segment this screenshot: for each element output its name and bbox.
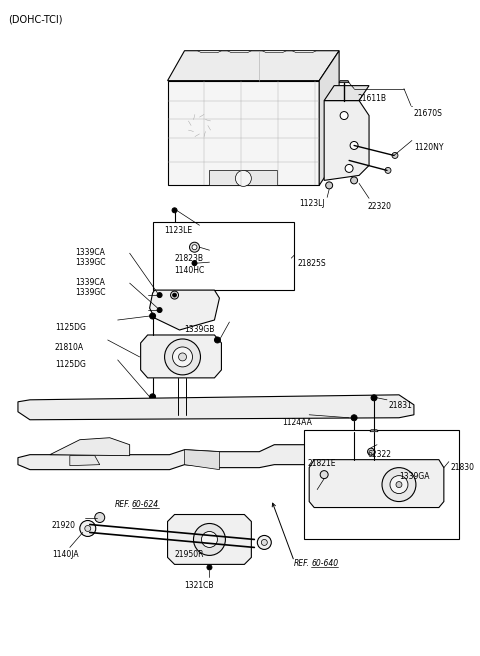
Circle shape: [170, 291, 179, 299]
Circle shape: [350, 177, 358, 184]
Text: 1339CA: 1339CA: [75, 248, 105, 257]
Circle shape: [172, 293, 177, 297]
Polygon shape: [50, 438, 130, 456]
Circle shape: [172, 208, 177, 213]
Polygon shape: [197, 51, 221, 52]
Text: 1339CA: 1339CA: [75, 278, 105, 287]
Circle shape: [392, 152, 398, 159]
Text: 1339GC: 1339GC: [75, 288, 105, 297]
Text: 21670S: 21670S: [414, 109, 443, 117]
Circle shape: [261, 539, 267, 545]
Circle shape: [320, 470, 328, 479]
Circle shape: [257, 535, 271, 550]
Polygon shape: [228, 51, 252, 52]
Text: 1123LE: 1123LE: [165, 226, 192, 236]
Circle shape: [207, 565, 212, 570]
Text: 1124AA: 1124AA: [282, 418, 312, 427]
Circle shape: [179, 353, 187, 361]
Polygon shape: [18, 395, 414, 420]
Circle shape: [172, 347, 192, 367]
Polygon shape: [263, 51, 286, 52]
Text: 60-624: 60-624: [132, 500, 159, 508]
Text: 1125DG: 1125DG: [55, 360, 86, 369]
Circle shape: [80, 520, 96, 537]
Circle shape: [345, 165, 353, 173]
Circle shape: [202, 531, 217, 547]
Circle shape: [192, 245, 197, 250]
Bar: [153, 222, 294, 290]
Text: 21950R: 21950R: [175, 550, 204, 560]
Circle shape: [368, 448, 374, 455]
Circle shape: [382, 468, 416, 502]
Polygon shape: [184, 449, 219, 470]
Circle shape: [351, 415, 357, 420]
Text: 21825S: 21825S: [297, 259, 326, 268]
Text: 21823B: 21823B: [175, 254, 204, 263]
Text: 1140HC: 1140HC: [175, 266, 205, 275]
Polygon shape: [168, 81, 319, 186]
Circle shape: [157, 293, 162, 298]
Circle shape: [371, 395, 377, 401]
Text: 21920: 21920: [52, 520, 76, 529]
Text: 1120NY: 1120NY: [414, 144, 444, 152]
Text: 1339GC: 1339GC: [75, 258, 105, 267]
Text: 21810A: 21810A: [55, 343, 84, 352]
Circle shape: [325, 182, 333, 189]
Text: 21831: 21831: [389, 401, 413, 410]
Polygon shape: [70, 456, 100, 466]
Text: REF.: REF.: [115, 500, 131, 508]
Polygon shape: [292, 51, 316, 52]
Text: 21821E: 21821E: [307, 459, 336, 468]
Polygon shape: [339, 81, 349, 83]
Polygon shape: [18, 445, 407, 470]
Circle shape: [350, 142, 358, 150]
Text: 60-640: 60-640: [311, 560, 338, 568]
Bar: [304, 430, 459, 539]
Circle shape: [193, 523, 226, 556]
Polygon shape: [370, 430, 378, 432]
Text: 62322: 62322: [367, 449, 391, 459]
Polygon shape: [168, 51, 339, 81]
Text: (DOHC-TCI): (DOHC-TCI): [8, 15, 62, 25]
Circle shape: [385, 167, 391, 173]
Circle shape: [390, 476, 408, 493]
Circle shape: [150, 313, 156, 319]
Polygon shape: [324, 100, 369, 180]
Circle shape: [340, 112, 348, 119]
Text: 1321CB: 1321CB: [184, 581, 214, 590]
Text: 1123LJ: 1123LJ: [299, 199, 325, 209]
Circle shape: [215, 337, 220, 343]
Polygon shape: [324, 86, 369, 100]
Text: 1125DG: 1125DG: [55, 323, 86, 332]
Circle shape: [85, 525, 91, 531]
Polygon shape: [319, 51, 339, 186]
Text: 1339GB: 1339GB: [184, 325, 215, 334]
Text: 21830: 21830: [451, 462, 475, 472]
Circle shape: [190, 242, 200, 252]
Polygon shape: [309, 460, 444, 508]
Circle shape: [235, 171, 252, 186]
Polygon shape: [209, 171, 277, 186]
Circle shape: [192, 260, 197, 266]
Circle shape: [165, 339, 201, 375]
Circle shape: [396, 482, 402, 487]
Polygon shape: [150, 290, 219, 330]
Circle shape: [157, 308, 162, 312]
Polygon shape: [168, 514, 252, 564]
Text: 1140JA: 1140JA: [52, 550, 79, 560]
Text: 22320: 22320: [367, 202, 391, 211]
Circle shape: [150, 394, 156, 400]
Text: 1339GA: 1339GA: [399, 472, 430, 481]
Text: REF.: REF.: [294, 560, 310, 568]
Polygon shape: [141, 335, 221, 378]
Text: 21611B: 21611B: [357, 94, 386, 102]
Circle shape: [95, 512, 105, 522]
